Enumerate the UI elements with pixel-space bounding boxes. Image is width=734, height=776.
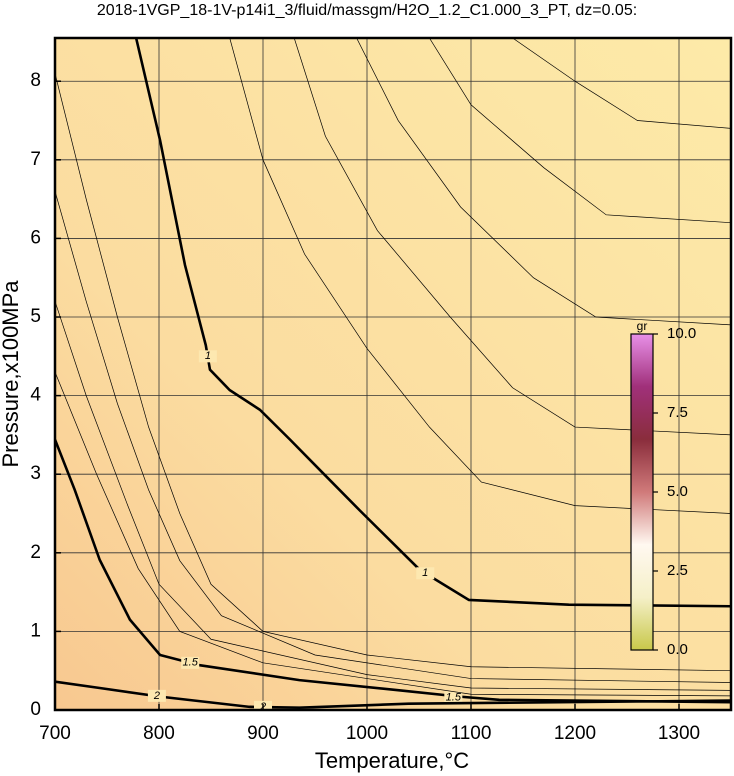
- contour-label-bg: [198, 350, 217, 363]
- contour-line: [55, 301, 731, 691]
- colorbar-tick-label: 10.0: [667, 325, 696, 342]
- plot-frame: [53, 36, 733, 712]
- contour-line: [429, 38, 731, 224]
- y-tick-label: 7: [30, 149, 41, 170]
- y-tick-label: 4: [30, 385, 41, 406]
- contour-line: [55, 680, 731, 709]
- grid: [55, 38, 731, 710]
- contour-label: 1: [422, 567, 428, 579]
- plot-background: [55, 38, 731, 710]
- x-tick-label: 1300: [658, 723, 700, 744]
- contour-line: [55, 371, 731, 697]
- contour-line: [55, 191, 731, 683]
- x-tick-label: 1100: [451, 723, 492, 744]
- x-axis-label: Temperature,°C: [315, 748, 469, 773]
- chart-title: 2018-1VGP_18-1V-p14i1_3/fluid/massgm/H2O…: [97, 2, 637, 19]
- y-axis-label: Pressure,x100MPa: [0, 280, 23, 468]
- contour-label-bg: [444, 691, 463, 704]
- contour-label: 2: [153, 690, 160, 702]
- contour-label: 1.5: [183, 657, 199, 669]
- contour-line: [55, 73, 731, 672]
- colorbar: [630, 333, 654, 651]
- colorbar-tick-label: 0.0: [667, 641, 688, 658]
- x-tick-label: 1000: [346, 723, 388, 744]
- y-tick-label: 3: [30, 463, 41, 484]
- y-tick-label: 6: [30, 227, 41, 248]
- y-tick-label: 1: [30, 620, 41, 641]
- colorbar-tick-label: 2.5: [667, 562, 688, 579]
- x-tick-label: 1200: [554, 723, 596, 744]
- contour-label: 1.5: [446, 691, 462, 703]
- axes: 700 800 900 1000 1100 1200 1300 0 1 2 3 4 5 6 7 8 gr 0.0 2…: [30, 70, 700, 744]
- y-tick-label: 2: [30, 542, 41, 563]
- contour-line: [55, 439, 731, 704]
- contour-label: 1: [205, 350, 211, 362]
- contour-label-bg: [147, 689, 166, 702]
- x-tick-label: 800: [143, 723, 175, 744]
- x-tick-label: 900: [247, 723, 279, 744]
- contour-line: [293, 38, 731, 436]
- colorbar-tick-label: 5.0: [667, 483, 688, 500]
- x-tick-label: 700: [39, 723, 71, 744]
- y-tick-label: 0: [30, 699, 41, 720]
- contour-line: [134, 38, 731, 608]
- y-tick-label: 5: [30, 306, 41, 327]
- contours: 111.51.522: [55, 38, 731, 710]
- contour-line: [229, 38, 731, 514]
- contour-line: [512, 38, 731, 129]
- contour-label-bg: [416, 567, 435, 580]
- colorbar-tick-label: 7.5: [667, 404, 688, 421]
- contour-line: [356, 38, 731, 326]
- colorbar-label: gr: [637, 319, 648, 333]
- contour-label-bg: [181, 656, 200, 669]
- y-tick-label: 8: [30, 70, 41, 91]
